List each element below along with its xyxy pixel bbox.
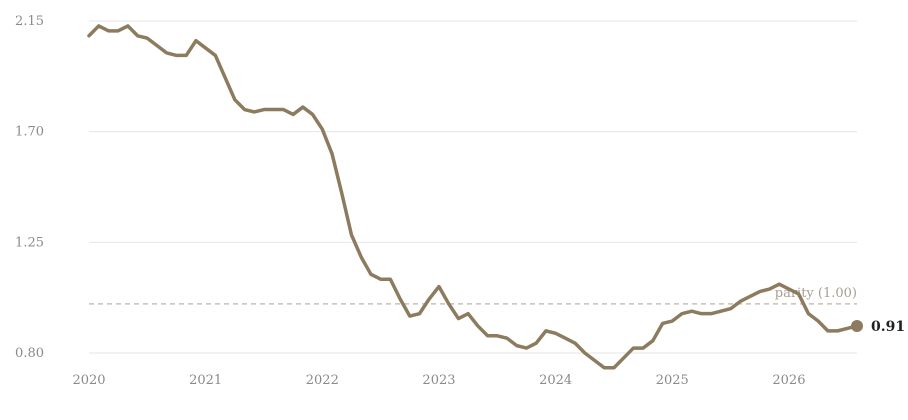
y-tick-label: 0.80 bbox=[15, 346, 44, 361]
x-tick-label: 2026 bbox=[772, 373, 805, 388]
x-tick-label: 2023 bbox=[422, 373, 455, 388]
y-tick-label: 2.15 bbox=[15, 14, 44, 29]
x-tick-label: 2020 bbox=[72, 373, 105, 388]
x-axis-ticks: 2020 2021 2022 2023 2024 2025 2026 bbox=[72, 373, 805, 388]
x-tick-label: 2024 bbox=[539, 373, 572, 388]
y-axis-ticks: 0.80 1.25 1.70 2.15 bbox=[15, 14, 44, 361]
gridlines bbox=[89, 20, 857, 354]
x-tick-label: 2021 bbox=[189, 373, 222, 388]
x-tick-label: 2025 bbox=[656, 373, 689, 388]
series-end-marker bbox=[851, 319, 863, 332]
series-end-label: 0.91 bbox=[871, 319, 905, 335]
y-tick-label: 1.70 bbox=[15, 125, 44, 140]
x-tick-label: 2022 bbox=[306, 373, 339, 388]
series-line bbox=[87, 24, 859, 370]
parity-reference-label: parity (1.00) bbox=[775, 286, 857, 301]
y-tick-label: 1.25 bbox=[15, 235, 44, 250]
